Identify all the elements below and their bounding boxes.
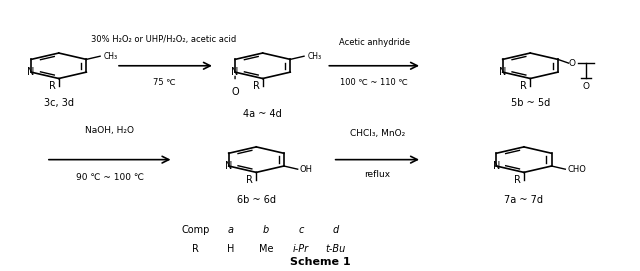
Text: 100 ℃ ~ 110 ℃: 100 ℃ ~ 110 ℃	[340, 78, 408, 87]
Text: R: R	[253, 81, 259, 91]
Text: OH: OH	[300, 165, 312, 174]
Text: Me: Me	[259, 244, 273, 253]
Text: a: a	[228, 225, 234, 235]
Text: i-Pr: i-Pr	[293, 244, 309, 253]
Text: O: O	[231, 87, 239, 97]
Text: Comp: Comp	[182, 225, 210, 235]
Text: R: R	[49, 81, 56, 91]
Text: R: R	[514, 175, 521, 185]
Text: NaOH, H₂O: NaOH, H₂O	[85, 127, 134, 136]
Text: 75 ℃: 75 ℃	[152, 78, 175, 87]
Text: R: R	[246, 175, 253, 185]
Text: R: R	[192, 244, 199, 253]
Text: 30% H₂O₂ or UHP/H₂O₂, acetic acid: 30% H₂O₂ or UHP/H₂O₂, acetic acid	[92, 35, 237, 44]
Text: 4a ~ 4d: 4a ~ 4d	[243, 109, 282, 119]
Text: 3c, 3d: 3c, 3d	[44, 98, 74, 108]
Text: t-Bu: t-Bu	[326, 244, 346, 253]
Text: N: N	[225, 161, 232, 171]
Text: N: N	[493, 161, 500, 171]
Text: Acetic anhydride: Acetic anhydride	[339, 38, 410, 47]
Text: 7a ~ 7d: 7a ~ 7d	[504, 195, 543, 205]
Text: 6b ~ 6d: 6b ~ 6d	[237, 195, 276, 205]
Text: b: b	[262, 225, 269, 235]
Text: O: O	[568, 59, 575, 67]
Text: CHCl₃, MnO₂: CHCl₃, MnO₂	[349, 129, 405, 138]
Text: c: c	[298, 225, 303, 235]
Text: N: N	[499, 67, 506, 77]
Text: Scheme 1: Scheme 1	[290, 257, 350, 267]
Text: reflux: reflux	[364, 170, 390, 179]
Text: 90 ℃ ~ 100 ℃: 90 ℃ ~ 100 ℃	[76, 173, 144, 182]
Text: CH₃: CH₃	[307, 52, 321, 61]
Text: H: H	[227, 244, 234, 253]
Text: R: R	[520, 81, 527, 91]
Text: O: O	[582, 82, 589, 91]
Text: N: N	[232, 67, 239, 77]
Text: d: d	[333, 225, 339, 235]
Text: CHO: CHO	[567, 165, 586, 174]
Text: N: N	[28, 67, 35, 77]
Text: 5b ~ 5d: 5b ~ 5d	[511, 98, 550, 108]
Text: CH₃: CH₃	[103, 52, 117, 61]
